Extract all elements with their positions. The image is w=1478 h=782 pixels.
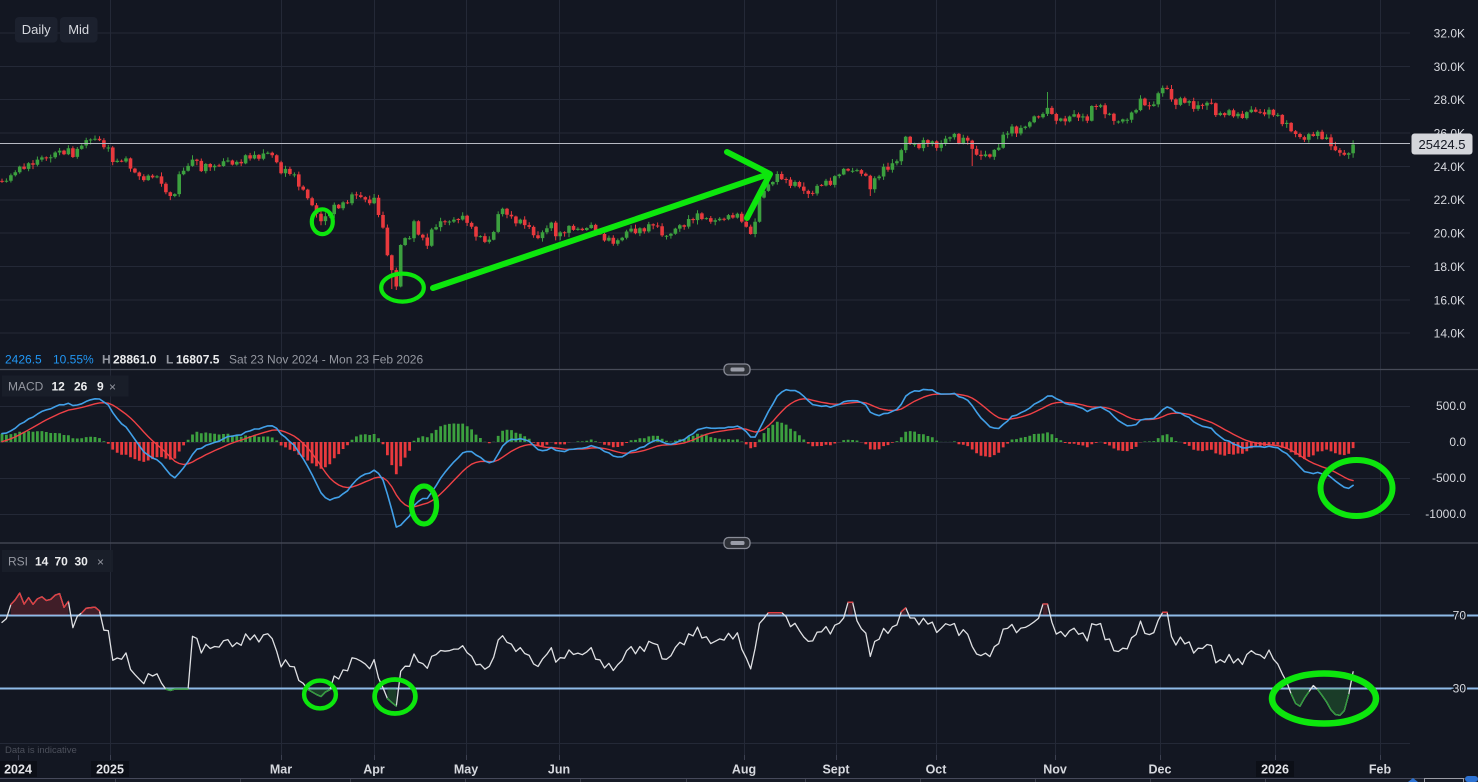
svg-text:Apr: Apr [363, 763, 385, 777]
svg-text:22.0K: 22.0K [1434, 193, 1465, 207]
svg-text:28861.0: 28861.0 [113, 353, 157, 367]
svg-text:16807.5: 16807.5 [176, 353, 220, 367]
svg-text:24.0K: 24.0K [1434, 160, 1465, 174]
svg-text:-1000.0: -1000.0 [1425, 507, 1466, 521]
svg-text:32.0K: 32.0K [1434, 27, 1465, 41]
svg-text:18.0K: 18.0K [1434, 260, 1465, 274]
svg-text:12: 12 [52, 380, 66, 394]
svg-text:×: × [97, 555, 104, 569]
svg-text:Aug: Aug [732, 763, 756, 777]
svg-text:25424.5: 25424.5 [1419, 137, 1466, 152]
svg-text:70: 70 [1453, 609, 1467, 623]
svg-text:30.0K: 30.0K [1434, 60, 1465, 74]
svg-text:30: 30 [75, 555, 89, 569]
svg-text:Mar: Mar [270, 763, 292, 777]
svg-text:Jun: Jun [548, 763, 570, 777]
svg-text:Data is indicative: Data is indicative [5, 745, 77, 756]
svg-text:14.0K: 14.0K [1434, 327, 1465, 341]
svg-text:16.0K: 16.0K [1434, 293, 1465, 307]
svg-text:H: H [102, 353, 111, 367]
svg-text:L: L [166, 353, 173, 367]
svg-text:10.55%: 10.55% [53, 353, 94, 367]
svg-text:May: May [454, 763, 478, 777]
svg-text:RSI: RSI [8, 555, 28, 569]
svg-text:2025: 2025 [96, 763, 124, 777]
svg-text:0.0: 0.0 [1449, 435, 1466, 449]
svg-text:9: 9 [97, 380, 104, 394]
svg-text:500.0: 500.0 [1436, 399, 1466, 413]
svg-text:26: 26 [74, 380, 88, 394]
svg-text:Sat 23 Nov 2024 - Mon 23 Feb 2: Sat 23 Nov 2024 - Mon 23 Feb 2026 [229, 353, 423, 367]
svg-text:2026: 2026 [1261, 763, 1289, 777]
svg-text:Mid: Mid [68, 22, 89, 37]
svg-text:2426.5: 2426.5 [5, 353, 42, 367]
svg-text:×: × [109, 380, 116, 394]
svg-text:Dec: Dec [1149, 763, 1172, 777]
svg-text:MACD: MACD [8, 380, 44, 394]
svg-text:28.0K: 28.0K [1434, 93, 1465, 107]
svg-text:Oct: Oct [926, 763, 948, 777]
svg-text:2024: 2024 [4, 763, 32, 777]
svg-text:70: 70 [55, 555, 69, 569]
svg-text:Feb: Feb [1369, 763, 1392, 777]
svg-text:30: 30 [1453, 682, 1467, 696]
svg-text:26.0K: 26.0K [1434, 127, 1465, 141]
svg-text:Sept: Sept [822, 763, 850, 777]
svg-text:Daily: Daily [22, 22, 51, 37]
svg-text:14: 14 [35, 555, 49, 569]
svg-text:-500.0: -500.0 [1432, 471, 1466, 485]
svg-text:20.0K: 20.0K [1434, 227, 1465, 241]
svg-text:Nov: Nov [1043, 763, 1067, 777]
